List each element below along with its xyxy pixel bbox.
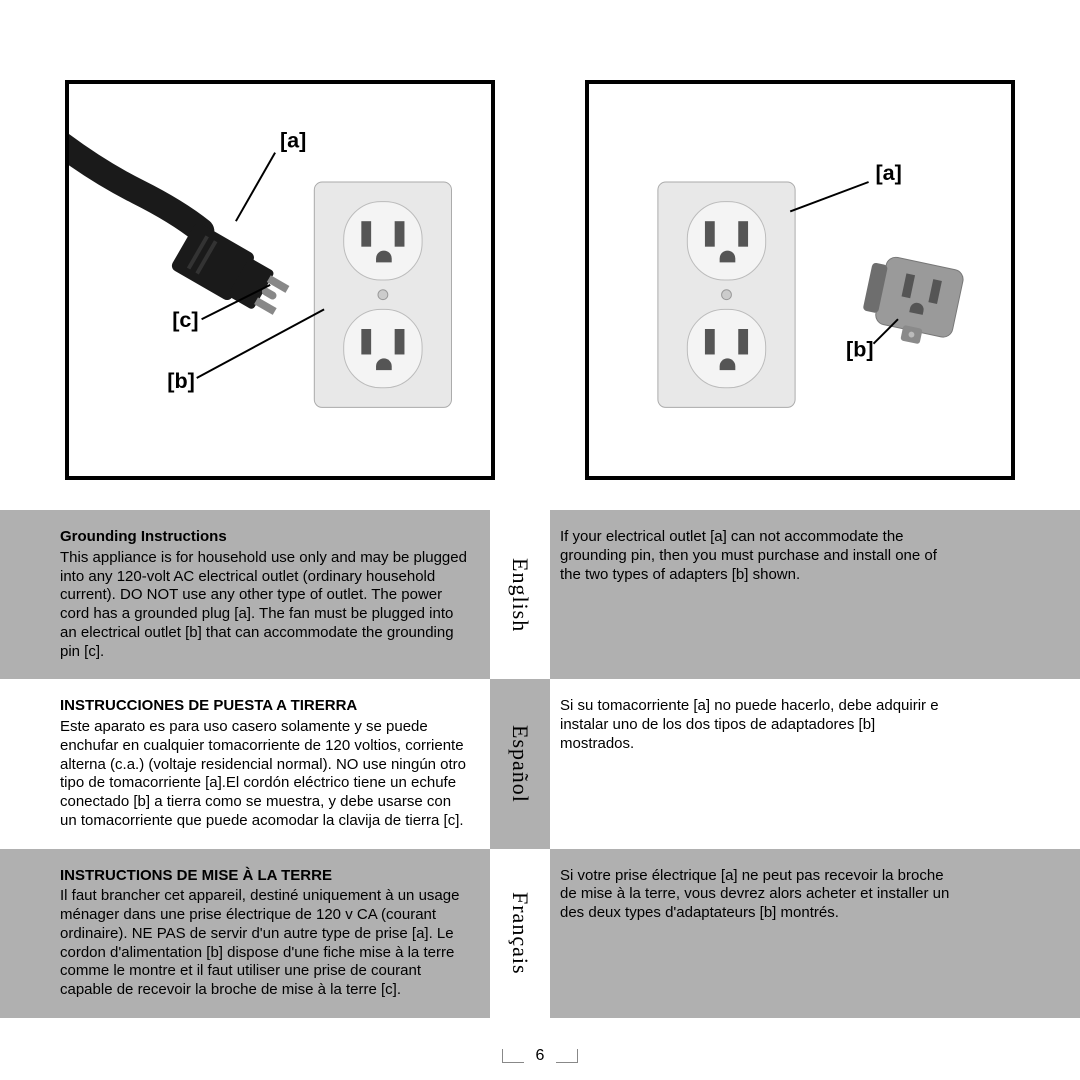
figure-right: [a] [b] — [585, 80, 1015, 480]
page-number-area: 6 — [0, 1047, 1080, 1068]
figure-left: [a] [c] [b] — [65, 80, 495, 480]
fig-left-label-a: [a] — [280, 128, 306, 153]
spanish-left-text: Este aparato es para uso casero solament… — [60, 718, 470, 831]
spanish-lang-label: Español — [507, 725, 533, 803]
english-heading: Grounding Instructions — [60, 528, 470, 547]
page-number: 6 — [536, 1047, 545, 1065]
crop-mark-right — [556, 1049, 578, 1063]
english-lang-cell: English — [490, 510, 550, 679]
french-lang-cell: Français — [490, 849, 550, 1018]
english-right-text: If your electrical outlet [a] can not ac… — [560, 528, 950, 584]
fig-right-label-b: [b] — [846, 336, 874, 361]
figure-right-svg: [a] [b] — [589, 84, 1011, 476]
spanish-right-col: Si su tomacorriente [a] no puede hacerlo… — [550, 679, 1010, 848]
figures-row: [a] [c] [b] — [0, 0, 1080, 510]
fig-left-label-b: [b] — [167, 368, 195, 393]
spanish-heading: INSTRUCCIONES DE PUESTA A TIRERRA — [60, 697, 470, 716]
spanish-lang-cell: Español — [490, 679, 550, 848]
figure-left-svg: [a] [c] [b] — [69, 84, 491, 476]
french-left-col: INSTRUCTIONS DE MISE À LA TERRE Il faut … — [0, 849, 490, 1018]
language-sections: Grounding Instructions This appliance is… — [0, 510, 1080, 1018]
french-heading: INSTRUCTIONS DE MISE À LA TERRE — [60, 867, 470, 886]
fig-right-label-a: [a] — [875, 160, 901, 185]
english-left-col: Grounding Instructions This appliance is… — [0, 510, 490, 679]
english-left-text: This appliance is for household use only… — [60, 549, 470, 662]
french-lang-label: Français — [507, 892, 533, 975]
french-left-text: Il faut brancher cet appareil, destiné u… — [60, 887, 470, 1000]
manual-page: [a] [c] [b] — [0, 0, 1080, 1080]
spanish-right-text: Si su tomacorriente [a] no puede hacerlo… — [560, 697, 950, 753]
english-right-col: If your electrical outlet [a] can not ac… — [550, 510, 1010, 679]
crop-mark-left — [502, 1049, 524, 1063]
french-right-text: Si votre prise électrique [a] ne peut pa… — [560, 867, 950, 923]
section-french: INSTRUCTIONS DE MISE À LA TERRE Il faut … — [0, 849, 1080, 1018]
section-english: Grounding Instructions This appliance is… — [0, 510, 1080, 679]
section-spanish: INSTRUCCIONES DE PUESTA A TIRERRA Este a… — [0, 679, 1080, 848]
french-right-col: Si votre prise électrique [a] ne peut pa… — [550, 849, 1010, 1018]
spanish-left-col: INSTRUCCIONES DE PUESTA A TIRERRA Este a… — [0, 679, 490, 848]
fig-left-label-c: [c] — [172, 307, 198, 332]
english-lang-label: English — [507, 558, 533, 632]
